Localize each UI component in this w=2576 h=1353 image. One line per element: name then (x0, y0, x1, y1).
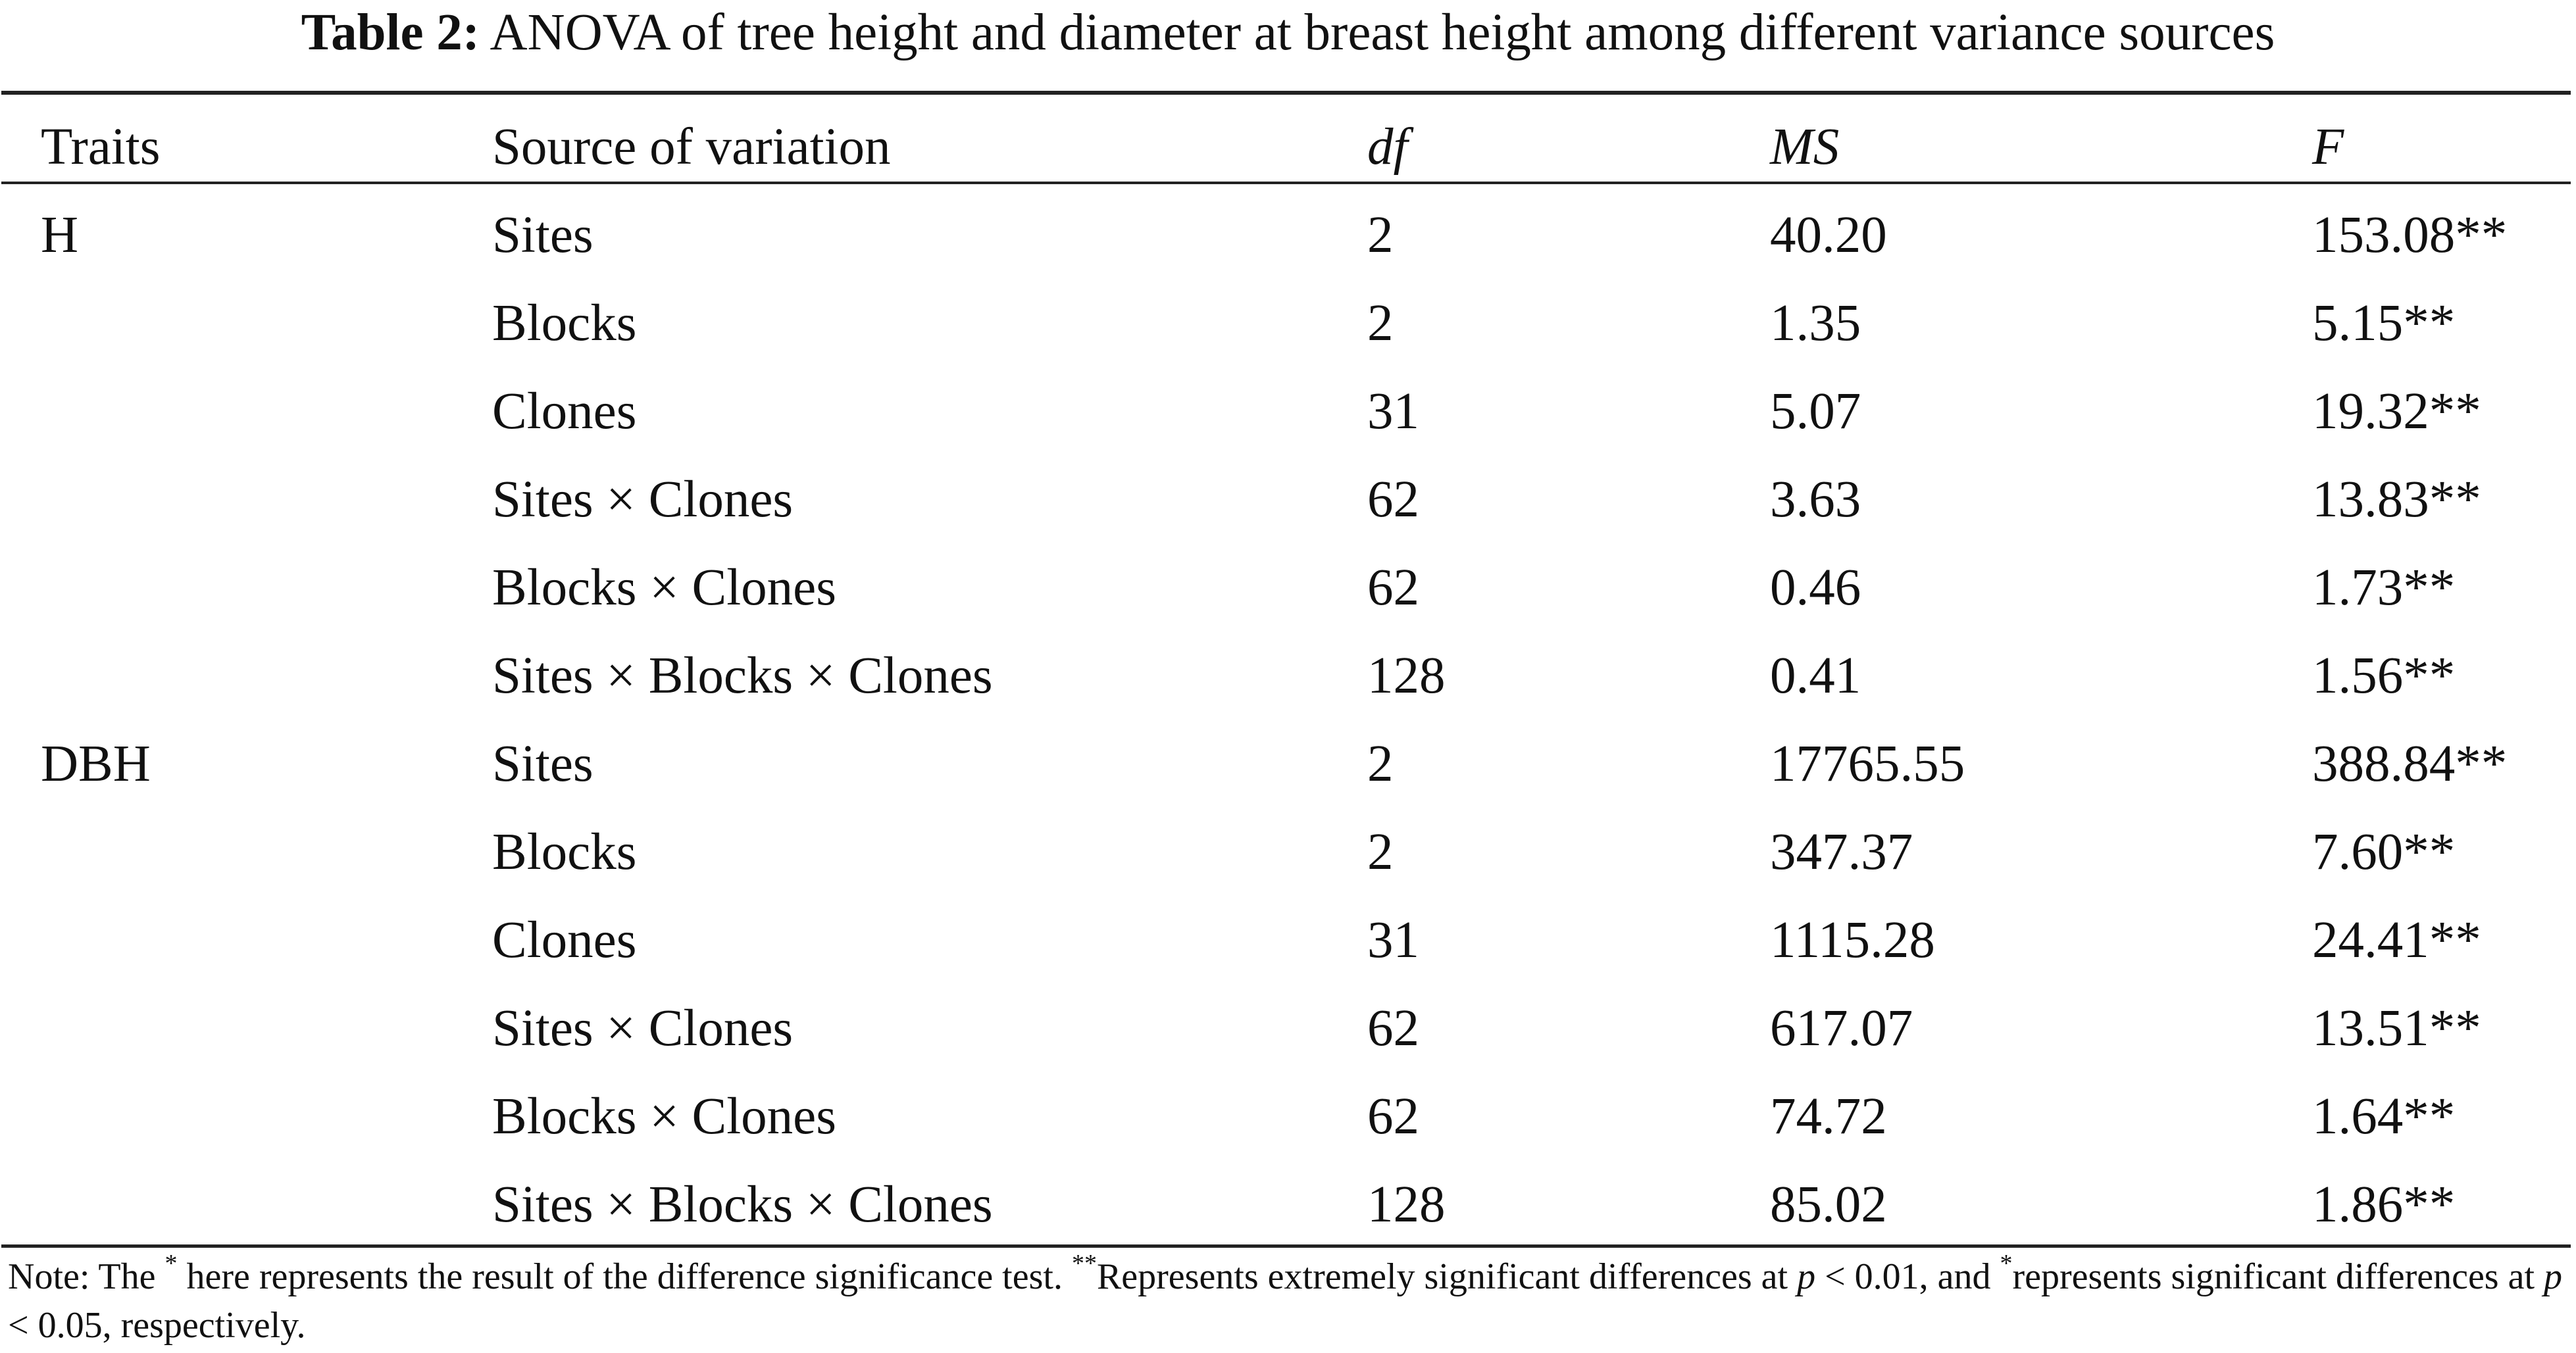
note-superscript: * (164, 1250, 178, 1278)
cell-f: 13.83** (2312, 471, 2481, 528)
cell-trait: H (41, 207, 79, 264)
note-superscript: ** (1071, 1250, 1097, 1278)
cell-ms: 347.37 (1770, 824, 1913, 881)
note-text: Represents extremely significant differe… (1096, 1256, 1798, 1297)
header-source: Source of variation (492, 118, 891, 176)
cell-df: 62 (1367, 1088, 1419, 1145)
cell-f: 1.56** (2312, 647, 2456, 704)
cell-f: 19.32** (2312, 383, 2481, 440)
note-text: < 0.01, and (1815, 1256, 2000, 1297)
table-title: ANOVA of tree height and diameter at bre… (490, 4, 2275, 61)
anova-table: Traits Source of variation df MS F H Sit… (41, 118, 2508, 1233)
cell-trait: DBH (41, 735, 151, 793)
cell-df: 128 (1367, 647, 1446, 704)
cell-ms: 3.63 (1770, 471, 1861, 528)
note-superscript: * (2000, 1250, 2013, 1278)
cell-ms: 74.72 (1770, 1088, 1887, 1145)
cell-source: Blocks × Clones (492, 1088, 836, 1145)
cell-source: Sites × Clones (492, 1000, 794, 1057)
cell-source: Sites × Clones (492, 471, 794, 528)
top-rule (1, 91, 2571, 95)
note-p-symbol: p (2544, 1256, 2563, 1297)
cell-df: 2 (1367, 735, 1394, 793)
note-p-symbol: p (1797, 1256, 1816, 1297)
cell-source: Sites × Blocks × Clones (492, 647, 993, 704)
cell-df: 62 (1367, 1000, 1419, 1057)
header-df: df (1367, 118, 1408, 176)
table-label: Table 2: (301, 4, 480, 61)
note-text: represents significant differences at (2012, 1256, 2544, 1297)
note-text: < 0.05, respectively. (8, 1305, 306, 1346)
cell-f: 1.73** (2312, 559, 2456, 616)
cell-source: Clones (492, 383, 637, 440)
cell-df: 31 (1367, 912, 1419, 969)
cell-f: 5.15** (2312, 295, 2456, 352)
cell-f: 388.84** (2312, 735, 2508, 793)
cell-f: 7.60** (2312, 824, 2456, 881)
cell-ms: 1115.28 (1770, 912, 1935, 969)
note-text: Note: The (8, 1256, 165, 1297)
cell-df: 62 (1367, 471, 1419, 528)
table-caption: Table 2: ANOVA of tree height and diamet… (0, 0, 2576, 66)
header-rule (1, 182, 2571, 184)
cell-f: 13.51** (2312, 1000, 2481, 1057)
cell-ms: 85.02 (1770, 1176, 1887, 1233)
bottom-rule (1, 1244, 2571, 1248)
cell-df: 62 (1367, 559, 1419, 616)
cell-source: Blocks (492, 295, 637, 352)
header-traits: Traits (41, 118, 161, 176)
cell-f: 24.41** (2312, 912, 2481, 969)
cell-source: Clones (492, 912, 637, 969)
cell-ms: 17765.55 (1770, 735, 1965, 793)
cell-f: 1.86** (2312, 1176, 2456, 1233)
header-ms: MS (1770, 118, 1840, 176)
cell-source: Blocks (492, 824, 637, 881)
cell-df: 2 (1367, 295, 1394, 352)
cell-f: 153.08** (2312, 207, 2508, 264)
cell-df: 2 (1367, 207, 1394, 264)
cell-f: 1.64** (2312, 1088, 2456, 1145)
cell-ms: 0.41 (1770, 647, 1861, 704)
cell-df: 2 (1367, 824, 1394, 881)
cell-df: 128 (1367, 1176, 1446, 1233)
cell-ms: 0.46 (1770, 559, 1861, 616)
cell-ms: 1.35 (1770, 295, 1861, 352)
cell-source: Sites (492, 735, 593, 793)
cell-ms: 40.20 (1770, 207, 1887, 264)
header-f: F (2312, 118, 2344, 176)
cell-source: Sites × Blocks × Clones (492, 1176, 993, 1233)
cell-df: 31 (1367, 383, 1419, 440)
note-text: here represents the result of the differ… (177, 1256, 1072, 1297)
cell-ms: 617.07 (1770, 1000, 1913, 1057)
cell-source: Blocks × Clones (492, 559, 836, 616)
table-note: Note: The * here represents the result o… (8, 1250, 2571, 1350)
cell-source: Sites (492, 207, 593, 264)
cell-ms: 5.07 (1770, 383, 1861, 440)
